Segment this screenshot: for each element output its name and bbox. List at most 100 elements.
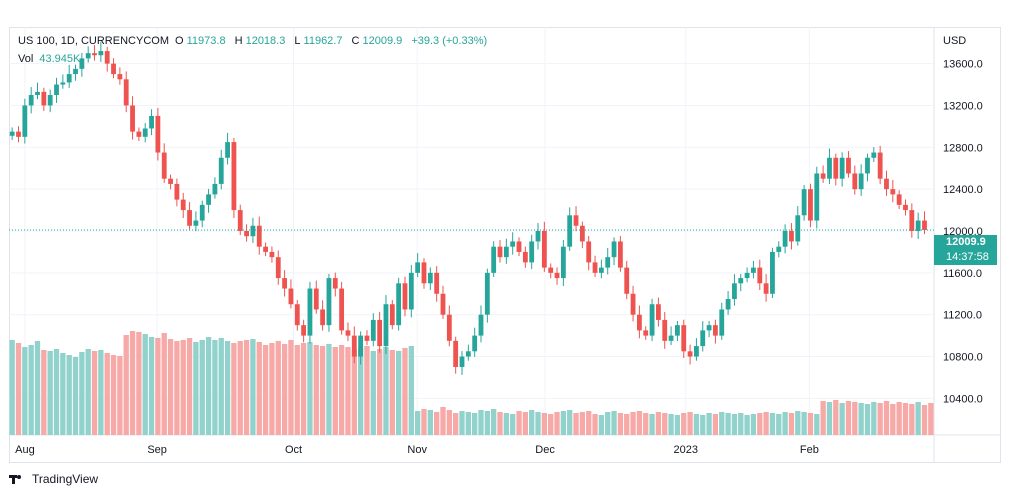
candle-body bbox=[377, 319, 383, 347]
volume-bar bbox=[826, 402, 833, 435]
candle-body bbox=[763, 283, 769, 294]
candle-body bbox=[370, 319, 376, 341]
volume-bar bbox=[34, 341, 41, 435]
candle-body bbox=[364, 335, 370, 341]
volume-bar bbox=[529, 410, 535, 435]
candle-body bbox=[573, 215, 579, 226]
volume-bar bbox=[769, 413, 776, 435]
candle-body bbox=[73, 68, 78, 75]
candle-body bbox=[282, 278, 288, 289]
volume-bar bbox=[326, 344, 332, 435]
candle-body bbox=[206, 194, 211, 205]
volume-bar bbox=[136, 332, 142, 435]
candle-body bbox=[187, 210, 192, 226]
candle-body bbox=[275, 257, 281, 279]
volume-bar bbox=[693, 414, 700, 435]
candle-body bbox=[636, 314, 642, 331]
candle-body bbox=[440, 293, 446, 315]
volume-bar bbox=[465, 412, 471, 435]
volume-bar bbox=[53, 349, 60, 435]
volume-bar bbox=[288, 340, 294, 435]
candle-body bbox=[237, 210, 243, 231]
volume-bar bbox=[674, 415, 681, 435]
volume-bar bbox=[174, 341, 180, 435]
volume-bar bbox=[706, 413, 712, 435]
candle-body bbox=[332, 278, 338, 289]
candle-body bbox=[522, 251, 528, 263]
volume-bar bbox=[332, 347, 338, 435]
candle-body bbox=[655, 304, 661, 320]
candle-body bbox=[871, 152, 877, 158]
candle-body bbox=[751, 267, 756, 273]
candle-body bbox=[732, 283, 737, 299]
candle-body bbox=[250, 225, 256, 237]
candle-body bbox=[263, 246, 268, 252]
candle-body bbox=[725, 299, 731, 310]
candle-body bbox=[244, 231, 249, 237]
candle-body bbox=[256, 225, 262, 247]
volume-bar bbox=[186, 338, 193, 435]
volume-bar bbox=[402, 348, 408, 435]
candle-body bbox=[649, 304, 655, 336]
volume-bar bbox=[497, 412, 503, 435]
volume-bar bbox=[47, 351, 53, 435]
candle-body bbox=[770, 251, 775, 294]
candle-body bbox=[630, 293, 636, 315]
volume-bar bbox=[345, 347, 351, 435]
candle-body bbox=[472, 335, 478, 352]
candle-body bbox=[668, 335, 674, 341]
y-tick-label: 10400.0 bbox=[943, 393, 983, 405]
volume-bar bbox=[605, 412, 611, 435]
volume-bar bbox=[370, 351, 376, 435]
volume-bar bbox=[453, 413, 459, 435]
candle-body bbox=[782, 231, 788, 247]
volume-bar bbox=[129, 331, 136, 435]
candle-body bbox=[231, 142, 237, 211]
volume-bar bbox=[104, 353, 110, 435]
tradingview-attribution[interactable]: TradingView bbox=[9, 472, 98, 486]
x-tick-label: Aug bbox=[15, 444, 35, 456]
symbol-label[interactable]: US 100, 1D, CURRENCYCOM bbox=[18, 35, 169, 47]
volume-bar bbox=[700, 415, 706, 435]
volume-bar bbox=[66, 355, 72, 435]
candle-body bbox=[465, 351, 471, 357]
candle-body bbox=[142, 128, 148, 137]
volume-bar bbox=[117, 356, 123, 435]
candle-body bbox=[611, 241, 617, 258]
volume-bar bbox=[459, 411, 465, 435]
candle-body bbox=[801, 189, 807, 216]
candle-body bbox=[694, 346, 699, 357]
candle-body bbox=[180, 199, 186, 211]
bar-countdown-badge: 14:37:58 bbox=[934, 250, 997, 265]
candle-body bbox=[98, 51, 104, 56]
volume-bar bbox=[681, 413, 687, 435]
volume-bar bbox=[148, 337, 155, 435]
volume-bar bbox=[592, 414, 598, 435]
candle-body bbox=[155, 115, 161, 153]
candle-body bbox=[434, 272, 440, 294]
volume-bar bbox=[909, 404, 915, 435]
y-tick-label: 12400.0 bbox=[943, 184, 983, 196]
x-tick-label: Nov bbox=[407, 444, 427, 456]
volume-bar bbox=[294, 345, 300, 435]
volume-bar bbox=[383, 347, 389, 435]
volume-bar bbox=[757, 413, 763, 435]
candle-body bbox=[884, 178, 889, 190]
volume-bar bbox=[110, 355, 117, 435]
volume-bar bbox=[22, 347, 28, 435]
x-tick-label: Sep bbox=[147, 444, 167, 456]
volume-bar bbox=[180, 340, 186, 435]
candle-body bbox=[54, 84, 59, 95]
volume-bar bbox=[237, 341, 243, 435]
candle-body bbox=[738, 278, 744, 284]
volume-label[interactable]: Vol bbox=[18, 53, 34, 65]
volume-bar bbox=[643, 413, 649, 435]
candle-body bbox=[858, 173, 864, 190]
candle-body bbox=[320, 309, 326, 326]
volume-bar bbox=[269, 343, 275, 435]
volume-bar bbox=[199, 340, 205, 435]
volume-bar bbox=[883, 401, 890, 435]
volume-bar bbox=[41, 350, 47, 435]
candle-body bbox=[706, 325, 712, 331]
price-chart[interactable]: 10400.010800.011200.011600.012000.012400… bbox=[9, 27, 1001, 463]
